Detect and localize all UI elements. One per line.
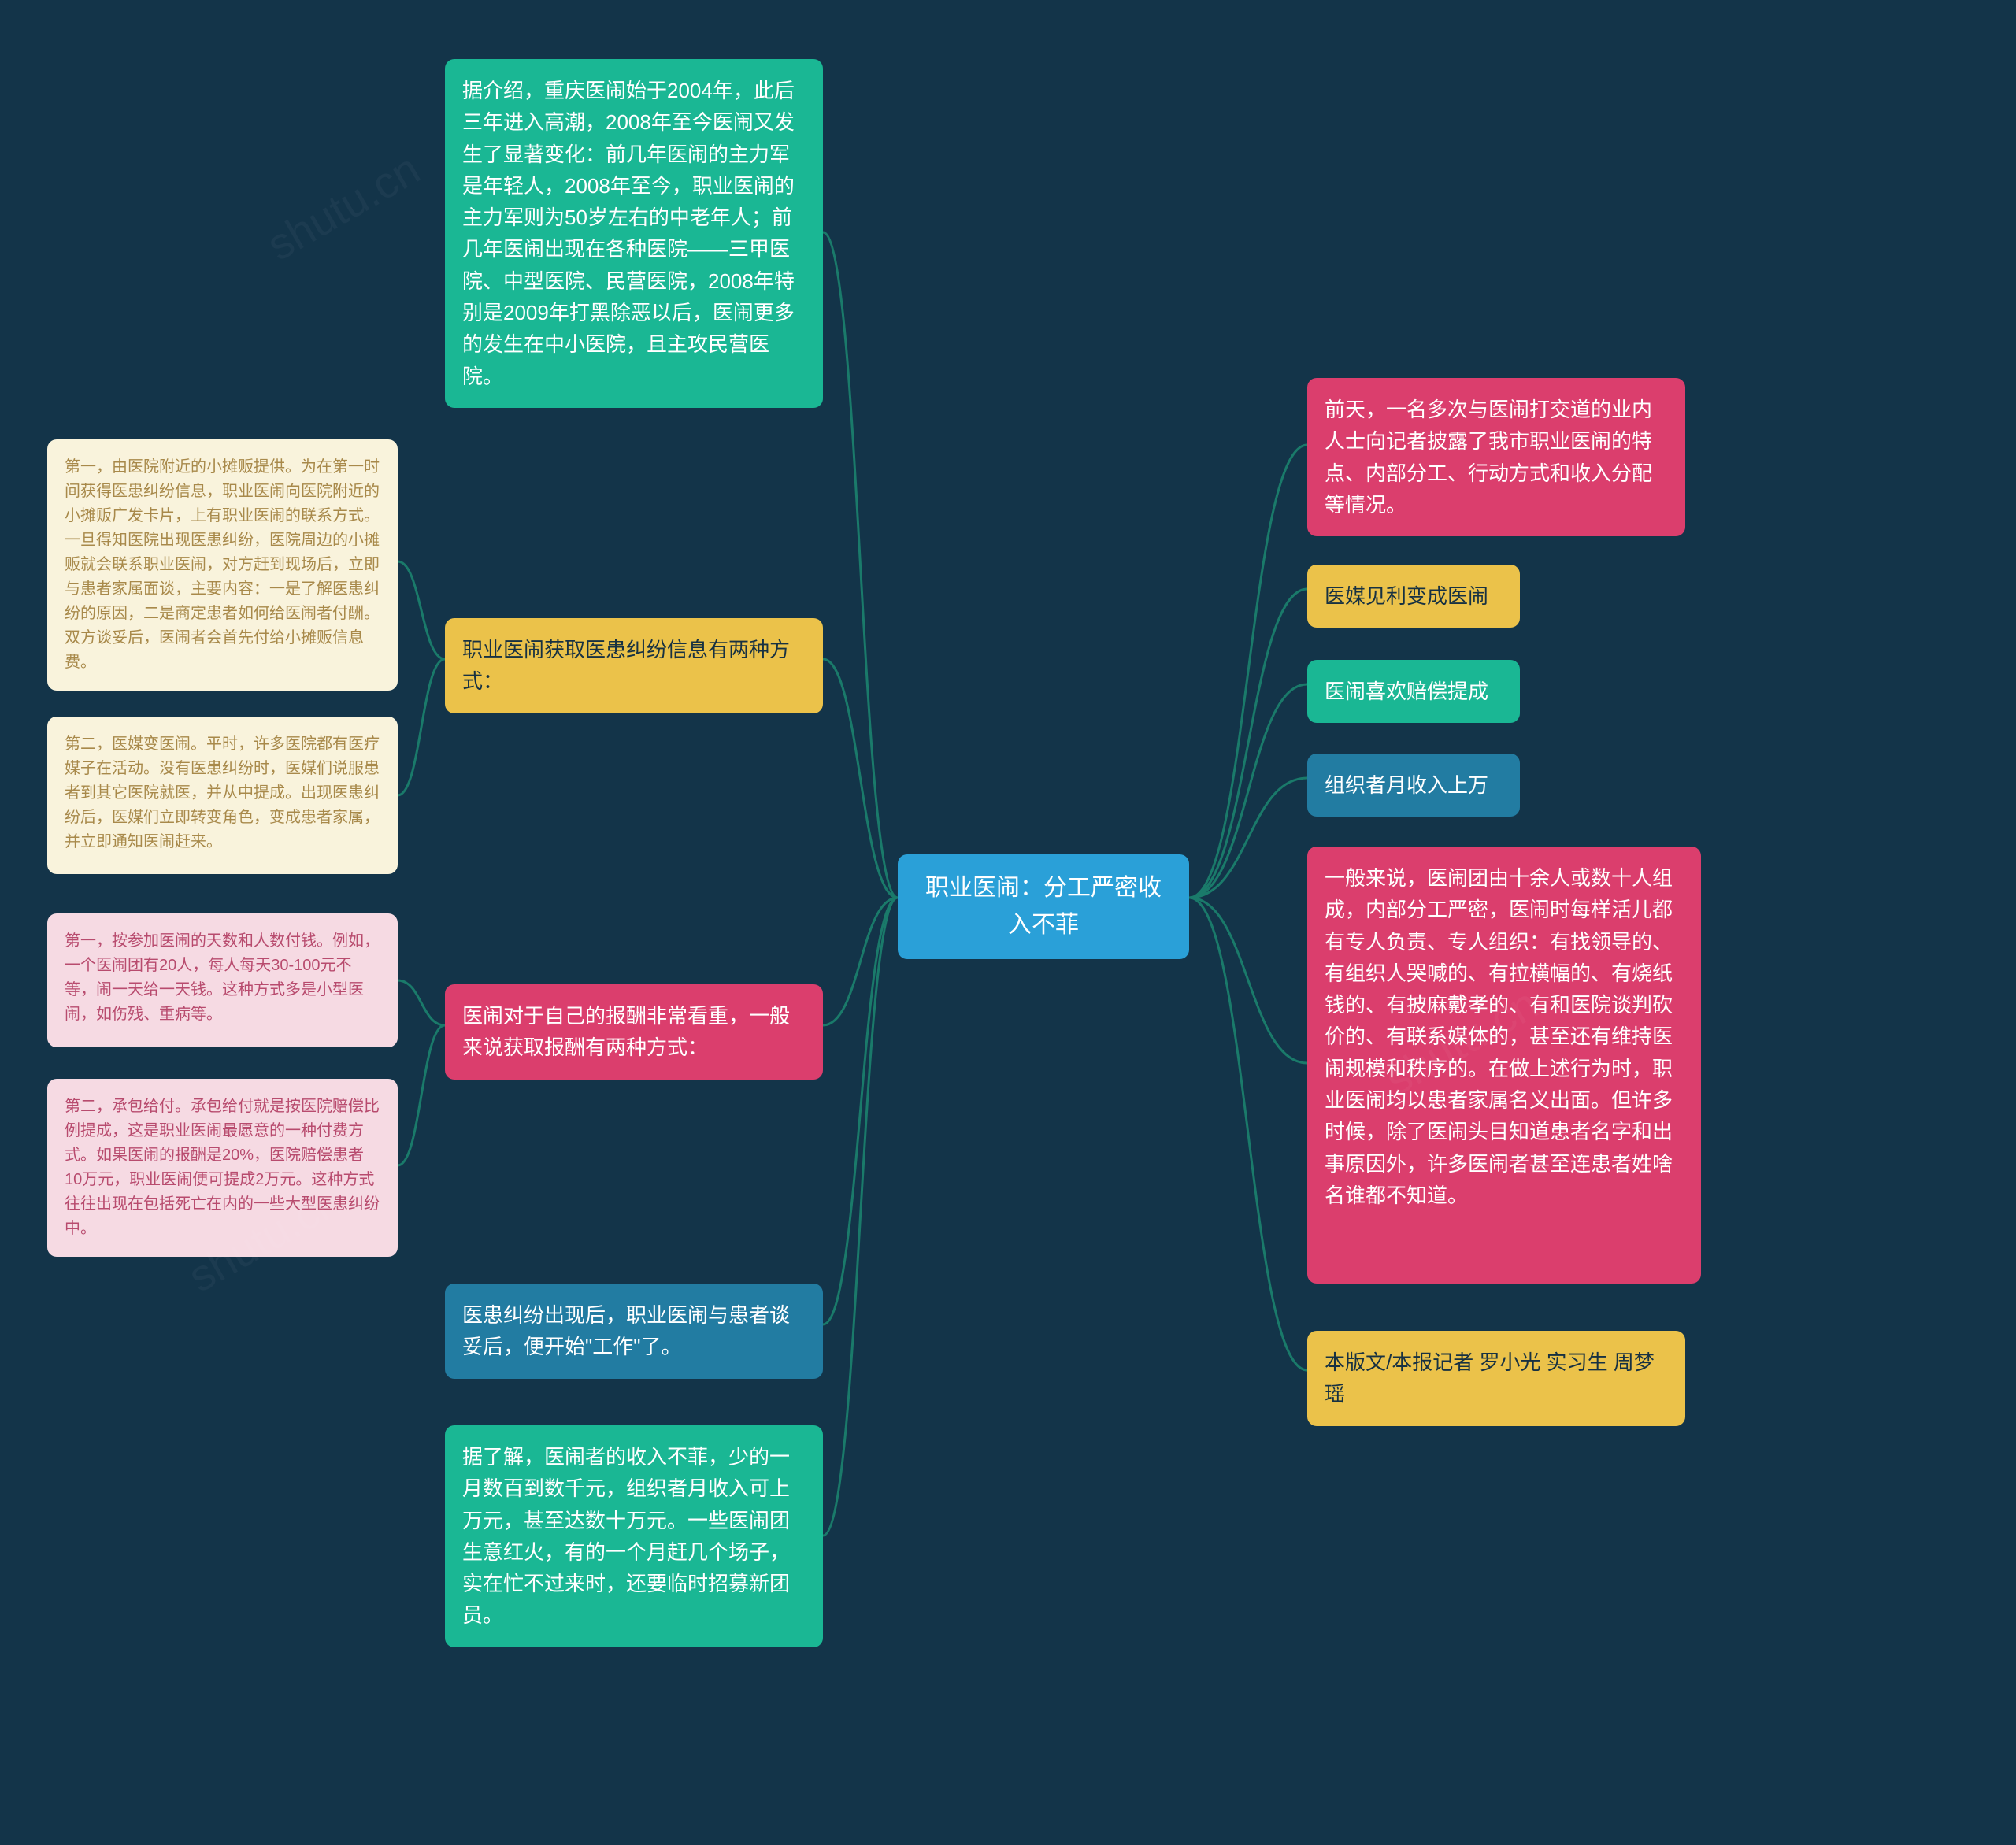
watermark: shutu.cn [258,143,428,270]
branch-peichang: 医闹喜欢赔偿提成 [1307,660,1520,723]
branch-text: 一般来说，医闹团由十余人或数十人组成，内部分工严密，医闹时每样活儿都有专人负责、… [1325,862,1684,1211]
branch-text: 医媒见利变成医闹 [1325,580,1503,612]
branch-text: 医闹对于自己的报酬非常看重，一般来说获取报酬有两种方式： [462,1000,806,1064]
branch-organization: 一般来说，医闹团由十余人或数十人组成，内部分工严密，医闹时每样活儿都有专人负责、… [1307,847,1701,1284]
leaf-text: 第二，医媒变医闹。平时，许多医院都有医疗媒子在活动。没有医患纠纷时，医媒们说服患… [65,732,380,854]
branch-info-sources: 职业医闹获取医患纠纷信息有两种方式： [445,618,823,713]
branch-shouru: 组织者月收入上万 [1307,754,1520,817]
branch-text: 职业医闹获取医患纠纷信息有两种方式： [462,634,806,698]
branch-text: 据了解，医闹者的收入不菲，少的一月数百到数千元，组织者月收入可上万元，甚至达数十… [462,1441,806,1632]
branch-payment-methods: 医闹对于自己的报酬非常看重，一般来说获取报酬有两种方式： [445,984,823,1080]
branch-byline: 本版文/本报记者 罗小光 实习生 周梦瑶 [1307,1331,1685,1426]
leaf-payment-1: 第一，按参加医闹的天数和人数付钱。例如，一个医闹团有20人，每人每天30-100… [47,913,398,1047]
mindmap-root-node: 职业医闹：分工严密收入不菲 [898,854,1189,959]
branch-intro: 前天，一名多次与医闹打交道的业内人士向记者披露了我市职业医闹的特点、内部分工、行… [1307,378,1685,536]
branch-text: 据介绍，重庆医闹始于2004年，此后三年进入高潮，2008年至今医闹又发生了显著… [462,75,806,392]
leaf-text: 第一，按参加医闹的天数和人数付钱。例如，一个医闹团有20人，每人每天30-100… [65,929,380,1027]
branch-text: 医闹喜欢赔偿提成 [1325,676,1503,707]
branch-after-negotiation: 医患纠纷出现后，职业医闹与患者谈妥后，便开始"工作"了。 [445,1284,823,1379]
branch-yimei: 医媒见利变成医闹 [1307,565,1520,628]
leaf-text: 第二，承包给付。承包给付就是按医院赔偿比例提成，这是职业医闹最愿意的一种付费方式… [65,1095,380,1241]
leaf-payment-2: 第二，承包给付。承包给付就是按医院赔偿比例提成，这是职业医闹最愿意的一种付费方式… [47,1079,398,1257]
branch-history: 据介绍，重庆医闹始于2004年，此后三年进入高潮，2008年至今医闹又发生了显著… [445,59,823,408]
leaf-info-source-1: 第一，由医院附近的小摊贩提供。为在第一时间获得医患纠纷信息，职业医闹向医院附近的… [47,439,398,691]
branch-income-details: 据了解，医闹者的收入不菲，少的一月数百到数千元，组织者月收入可上万元，甚至达数十… [445,1425,823,1647]
branch-text: 本版文/本报记者 罗小光 实习生 周梦瑶 [1325,1347,1668,1410]
leaf-text: 第一，由医院附近的小摊贩提供。为在第一时间获得医患纠纷信息，职业医闹向医院附近的… [65,455,380,675]
branch-text: 前天，一名多次与医闹打交道的业内人士向记者披露了我市职业医闹的特点、内部分工、行… [1325,394,1668,521]
root-title: 职业医闹：分工严密收入不菲 [915,870,1172,943]
leaf-info-source-2: 第二，医媒变医闹。平时，许多医院都有医疗媒子在活动。没有医患纠纷时，医媒们说服患… [47,717,398,874]
branch-text: 组织者月收入上万 [1325,769,1503,801]
branch-text: 医患纠纷出现后，职业医闹与患者谈妥后，便开始"工作"了。 [462,1299,806,1363]
